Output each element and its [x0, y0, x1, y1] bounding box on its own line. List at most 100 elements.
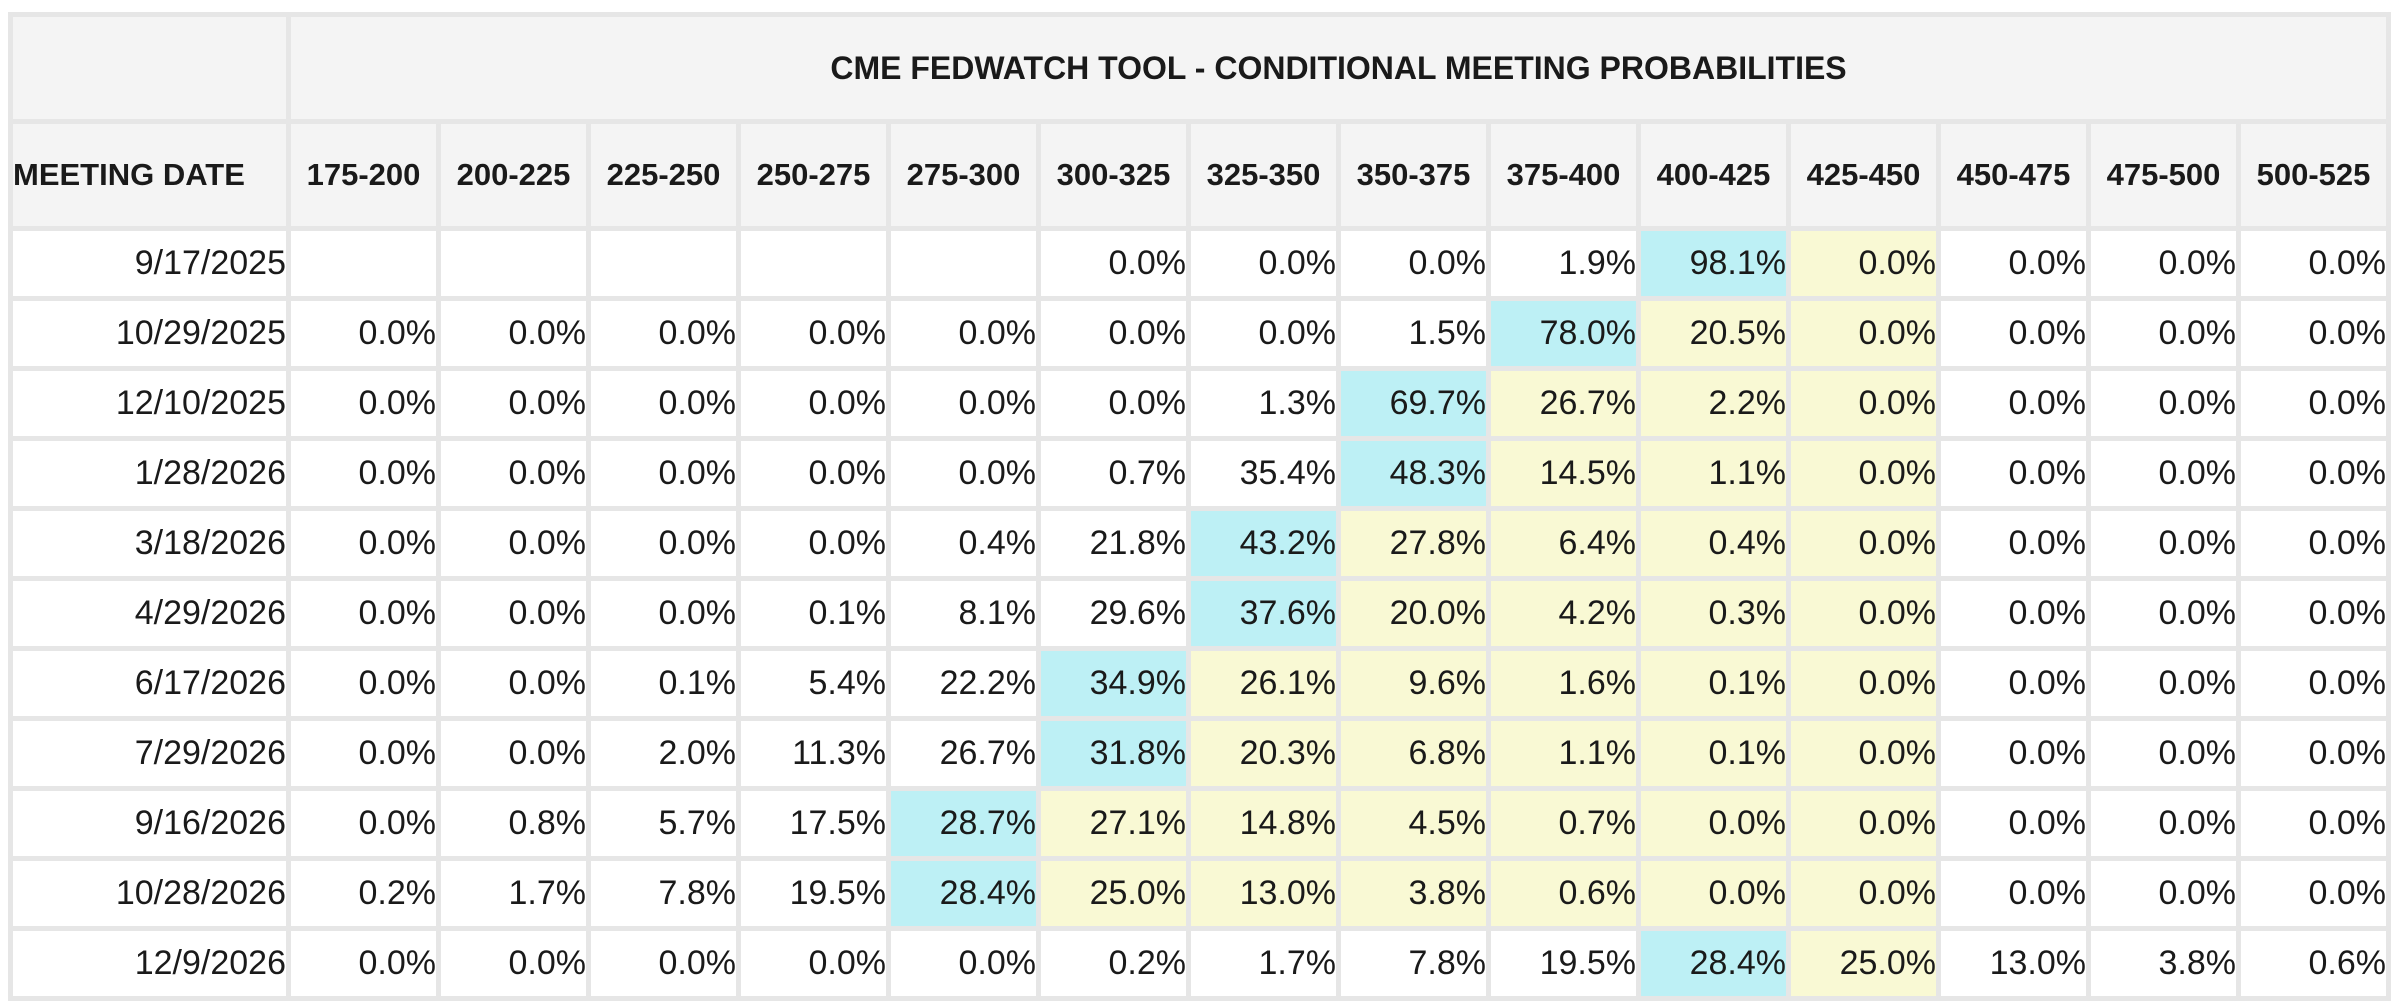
- probability-cell: 0.0%: [2241, 301, 2386, 366]
- meeting-date-cell: 1/28/2026: [13, 441, 286, 506]
- probability-cell: 0.0%: [1941, 861, 2086, 926]
- probability-cell: 0.0%: [441, 581, 586, 646]
- probability-cell: 0.0%: [441, 931, 586, 996]
- rate-range-header-250-275: 250-275: [741, 124, 886, 226]
- probability-cell: 43.2%: [1191, 511, 1336, 576]
- rate-range-header-200-225: 200-225: [441, 124, 586, 226]
- title-row: CME FEDWATCH TOOL - CONDITIONAL MEETING …: [13, 17, 2386, 119]
- probability-cell: 0.0%: [1191, 301, 1336, 366]
- probability-cell: 0.2%: [1041, 931, 1186, 996]
- meeting-date-cell: 10/29/2025: [13, 301, 286, 366]
- fedwatch-probability-table: CME FEDWATCH TOOL - CONDITIONAL MEETING …: [8, 12, 2391, 1001]
- probability-cell: 0.0%: [1941, 301, 2086, 366]
- probability-table-wrapper: CME FEDWATCH TOOL - CONDITIONAL MEETING …: [8, 12, 2391, 1001]
- probability-cell: 0.0%: [1791, 371, 1936, 436]
- table-row: 12/10/2025 0.0% 0.0% 0.0% 0.0% 0.0% 0.0% 1.3% 69…: [13, 371, 2386, 436]
- probability-cell: 0.0%: [1791, 231, 1936, 296]
- probability-cell: 0.0%: [2241, 231, 2386, 296]
- rate-range-header-275-300: 275-300: [891, 124, 1036, 226]
- probability-cell: 21.8%: [1041, 511, 1186, 576]
- probability-cell: 0.0%: [591, 301, 736, 366]
- probability-cell: 0.0%: [1041, 371, 1186, 436]
- probability-cell: 5.4%: [741, 651, 886, 716]
- probability-cell: 19.5%: [1491, 931, 1636, 996]
- probability-cell: 0.3%: [1641, 581, 1786, 646]
- table-row: 1/28/2026 0.0% 0.0% 0.0% 0.0% 0.0% 0.7% 35.4% 48…: [13, 441, 2386, 506]
- rate-range-header-400-425: 400-425: [1641, 124, 1786, 226]
- probability-cell: 0.0%: [291, 931, 436, 996]
- probability-cell: 0.4%: [1641, 511, 1786, 576]
- table-row: 4/29/2026 0.0% 0.0% 0.0% 0.1% 8.1% 29.6% 37.6% 2…: [13, 581, 2386, 646]
- probability-cell: 20.0%: [1341, 581, 1486, 646]
- meeting-date-cell: 9/17/2025: [13, 231, 286, 296]
- probability-cell: 11.3%: [741, 721, 886, 786]
- meeting-date-cell: 7/29/2026: [13, 721, 286, 786]
- probability-cell: 0.0%: [291, 511, 436, 576]
- probability-cell: 0.1%: [741, 581, 886, 646]
- probability-cell: 6.8%: [1341, 721, 1486, 786]
- table-row: 10/28/2026 0.2% 1.7% 7.8% 19.5% 28.4% 25.0% 13.…: [13, 861, 2386, 926]
- probability-cell: 14.8%: [1191, 791, 1336, 856]
- probability-cell: 1.6%: [1491, 651, 1636, 716]
- probability-cell: 0.0%: [891, 441, 1036, 506]
- probability-cell: 2.0%: [591, 721, 736, 786]
- probability-cell: 0.0%: [2241, 371, 2386, 436]
- probability-cell: 0.0%: [2091, 651, 2236, 716]
- probability-cell: 0.0%: [741, 371, 886, 436]
- probability-cell: 0.0%: [1941, 441, 2086, 506]
- probability-cell: 28.4%: [891, 861, 1036, 926]
- probability-cell: 35.4%: [1191, 441, 1336, 506]
- probability-cell: 0.0%: [441, 721, 586, 786]
- probability-cell: 0.6%: [1491, 861, 1636, 926]
- probability-cell: 1.9%: [1491, 231, 1636, 296]
- probability-cell: 0.0%: [1941, 511, 2086, 576]
- probability-cell: [441, 231, 586, 296]
- probability-cell: 0.0%: [1041, 301, 1186, 366]
- table-body: 9/17/2025 0.0% 0.0% 0.0% 1.9% 98.1% 0.0% 0.0% 0.…: [13, 231, 2386, 996]
- probability-cell: 0.0%: [2241, 581, 2386, 646]
- probability-cell: 0.0%: [1941, 581, 2086, 646]
- probability-cell: 0.0%: [891, 371, 1036, 436]
- probability-cell: 34.9%: [1041, 651, 1186, 716]
- probability-cell: 0.0%: [1791, 511, 1936, 576]
- probability-cell: 31.8%: [1041, 721, 1186, 786]
- rate-range-header-225-250: 225-250: [591, 124, 736, 226]
- rate-range-header-375-400: 375-400: [1491, 124, 1636, 226]
- probability-cell: 0.1%: [1641, 721, 1786, 786]
- probability-cell: 0.2%: [291, 861, 436, 926]
- probability-cell: 0.4%: [891, 511, 1036, 576]
- probability-cell: 0.0%: [1791, 301, 1936, 366]
- probability-cell: 0.0%: [291, 791, 436, 856]
- probability-cell: 1.1%: [1491, 721, 1636, 786]
- probability-cell: 0.0%: [1191, 231, 1336, 296]
- meeting-date-cell: 10/28/2026: [13, 861, 286, 926]
- probability-cell: 0.0%: [741, 511, 886, 576]
- probability-cell: 1.7%: [441, 861, 586, 926]
- table-row: 9/16/2026 0.0% 0.8% 5.7% 17.5% 28.7% 27.1% 14.8…: [13, 791, 2386, 856]
- probability-cell: 0.0%: [591, 931, 736, 996]
- meeting-date-cell: 12/9/2026: [13, 931, 286, 996]
- probability-cell: 13.0%: [1941, 931, 2086, 996]
- probability-cell: 0.0%: [1341, 231, 1486, 296]
- probability-cell: 0.0%: [2091, 791, 2236, 856]
- probability-cell: 0.0%: [291, 441, 436, 506]
- probability-cell: 0.7%: [1491, 791, 1636, 856]
- meeting-date-cell: 9/16/2026: [13, 791, 286, 856]
- probability-cell: 7.8%: [591, 861, 736, 926]
- probability-cell: 0.0%: [1791, 581, 1936, 646]
- rate-range-header-500-525: 500-525: [2241, 124, 2386, 226]
- probability-cell: 0.0%: [2091, 301, 2236, 366]
- probability-cell: 26.1%: [1191, 651, 1336, 716]
- rate-range-header-350-375: 350-375: [1341, 124, 1486, 226]
- probability-cell: 0.0%: [291, 651, 436, 716]
- meeting-date-cell: 4/29/2026: [13, 581, 286, 646]
- probability-cell: 0.0%: [291, 301, 436, 366]
- probability-cell: 0.0%: [1791, 791, 1936, 856]
- probability-cell: 26.7%: [891, 721, 1036, 786]
- probability-cell: 0.0%: [2241, 511, 2386, 576]
- probability-cell: 22.2%: [891, 651, 1036, 716]
- probability-cell: 0.0%: [1041, 231, 1186, 296]
- probability-cell: 4.2%: [1491, 581, 1636, 646]
- probability-cell: 0.0%: [591, 371, 736, 436]
- probability-cell: 1.1%: [1641, 441, 1786, 506]
